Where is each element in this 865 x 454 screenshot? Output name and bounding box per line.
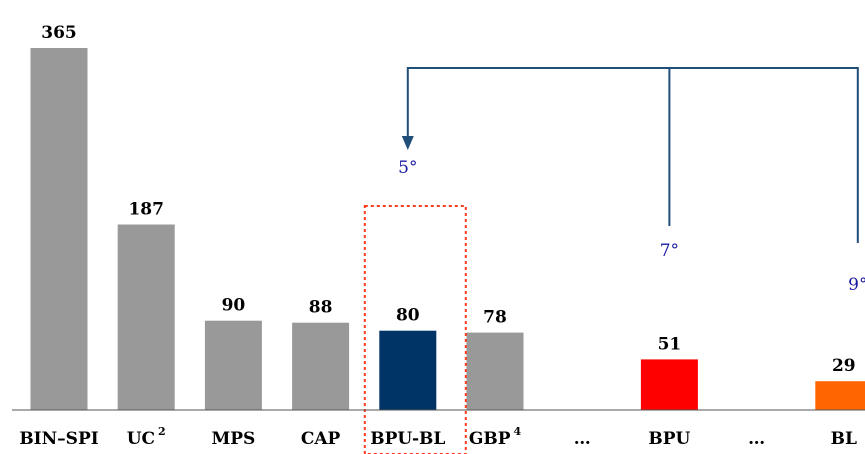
annotation-7-deg-1: 7° [660,241,679,261]
connector-bracket [406,67,859,243]
bar-bl-9 [815,381,865,410]
annotation-9-deg-2: 9° [848,275,865,295]
highlight-box [363,205,467,454]
annotation-5-deg-0: 5° [398,158,417,178]
category-label-bl-9: BL [831,429,857,449]
value-label-uc-1: 187 [128,200,164,220]
category-label-mps-2: MPS [211,429,255,449]
category-label-bpu-7: BPU [648,429,690,449]
value-label-gbp-5: 78 [483,308,507,328]
value-label-bpu-bl-4: 80 [396,306,420,326]
category-label-cap-3: CAP [301,429,341,449]
bar-bpu-bl-4 [379,330,437,410]
value-label-bpu-7: 51 [658,334,682,354]
bar-bin-spi-0 [30,48,88,410]
value-label-mps-2: 90 [222,296,246,316]
bars-layer [30,48,865,410]
category-label-bin-spi-0: BIN–SPI [19,429,98,449]
category-label-uc-1: UC 2 [127,425,166,449]
category-label-ellipsis-6: … [574,429,591,449]
footnote-marker: 2 [158,425,166,438]
bar-cap-3 [292,322,350,410]
value-label-bl-9: 29 [832,356,856,376]
connector-arrowhead [401,136,414,150]
bar-gbp-5 [466,332,524,410]
category-label-gbp-5: GBP 4 [469,425,522,449]
value-label-bin-spi-0: 365 [41,23,77,43]
footnote-marker: 4 [514,425,522,438]
bar-mps-2 [204,320,262,410]
value-label-cap-3: 88 [309,298,333,318]
category-label-ellipsis-8: … [748,429,765,449]
labels-layer: 365 BIN–SPI 187 UC 2 90 MPS 88 CAP 80 BPU-BL 78 GBP 4… [19,23,857,449]
annotations-layer: 5° 7° 9° [363,67,865,454]
category-label-bpu-bl-4: BPU-BL [370,429,445,449]
bar-bpu-7 [640,359,698,410]
bar-uc-1 [117,224,175,410]
